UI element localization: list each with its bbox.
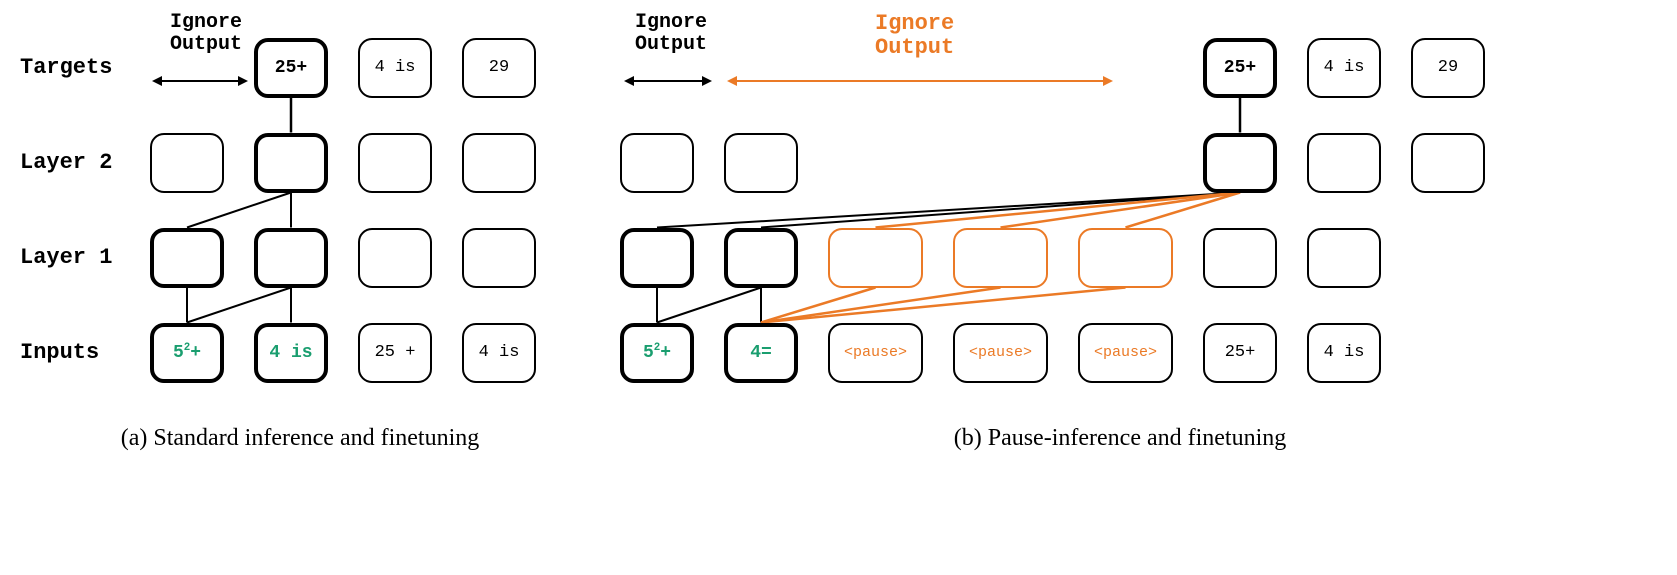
diagram-container: Ignore Output Targets 25+4 is29 Layer 2 … <box>20 20 1657 452</box>
row-layer2-b <box>620 115 1620 210</box>
box <box>462 133 536 193</box>
box-placeholder <box>953 133 1048 193</box>
box <box>1203 228 1277 288</box>
caption-a: (a) Standard inference and finetuning <box>20 425 580 452</box>
box: 52+ <box>620 323 694 383</box>
box <box>254 228 328 288</box>
box: 25 + <box>358 323 432 383</box>
ignore-output-label-b-orange: Ignore Output <box>875 12 954 60</box>
ignore-output-label-a: Ignore Output <box>170 12 242 56</box>
box <box>1078 228 1173 288</box>
box <box>150 133 224 193</box>
box: 29 <box>462 38 536 98</box>
panel-standard: Ignore Output Targets 25+4 is29 Layer 2 … <box>20 20 580 452</box>
ignore-arrow-b-black <box>632 80 704 82</box>
box <box>254 133 328 193</box>
row-targets-b: 25+ 4 is 29 <box>620 20 1620 115</box>
box: 4 is <box>358 38 432 98</box>
box <box>462 228 536 288</box>
box <box>953 228 1048 288</box>
row-inputs-a: Inputs 52+ 4 is 25 + 4 is <box>20 305 580 400</box>
boxes-layer1-b <box>620 228 1620 288</box>
box <box>724 133 798 193</box>
box: 4= <box>724 323 798 383</box>
box: 4 is <box>462 323 536 383</box>
box <box>620 133 694 193</box>
box <box>358 228 432 288</box>
label-targets: Targets <box>20 55 150 80</box>
box <box>724 228 798 288</box>
boxes-layer2-b <box>620 133 1620 193</box>
box: 29 <box>1411 38 1485 98</box>
ignore-arrow-b-orange <box>735 80 1105 82</box>
panel-pause: Ignore Output Ignore Output 25+4 is29 52… <box>620 20 1620 452</box>
box <box>828 228 923 288</box>
box <box>620 228 694 288</box>
box-placeholder <box>724 38 798 98</box>
label-layer2: Layer 2 <box>20 150 150 175</box>
boxes-targets-b: 25+ 4 is 29 <box>620 38 1620 98</box>
caption-b: (b) Pause-inference and finetuning <box>620 425 1620 452</box>
box-placeholder <box>1078 38 1173 98</box>
box: <pause> <box>1078 323 1173 383</box>
row-layer1-b <box>620 210 1620 305</box>
row-targets-a: Targets 25+ 4 is 29 <box>20 20 580 115</box>
boxes-layer2-a <box>150 133 580 193</box>
box <box>1307 228 1381 288</box>
box <box>150 228 224 288</box>
boxes-layer1-a <box>150 228 580 288</box>
box: <pause> <box>953 323 1048 383</box>
box: 4 is <box>254 323 328 383</box>
label-layer1: Layer 1 <box>20 245 150 270</box>
box-placeholder <box>1078 133 1173 193</box>
box: 25+ <box>1203 38 1277 98</box>
box <box>358 133 432 193</box>
box: 52+ <box>150 323 224 383</box>
boxes-inputs-a: 52+ 4 is 25 + 4 is <box>150 323 580 383</box>
label-inputs: Inputs <box>20 340 150 365</box>
row-layer2-a: Layer 2 <box>20 115 580 210</box>
box: 25+ <box>254 38 328 98</box>
box-placeholder <box>828 133 923 193</box>
row-inputs-b: 52+ 4= <pause> <pause> <pause> 25+ 4 is <box>620 305 1620 400</box>
row-layer1-a: Layer 1 <box>20 210 580 305</box>
box <box>1203 133 1277 193</box>
box: <pause> <box>828 323 923 383</box>
box: 4 is <box>1307 323 1381 383</box>
box: 4 is <box>1307 38 1381 98</box>
box <box>1307 133 1381 193</box>
box: 25+ <box>1203 323 1277 383</box>
box-placeholder <box>953 38 1048 98</box>
boxes-inputs-b: 52+ 4= <pause> <pause> <pause> 25+ 4 is <box>620 323 1620 383</box>
box <box>1411 133 1485 193</box>
ignore-arrow-a <box>160 80 240 82</box>
ignore-output-label-b-black: Ignore Output <box>635 12 707 56</box>
